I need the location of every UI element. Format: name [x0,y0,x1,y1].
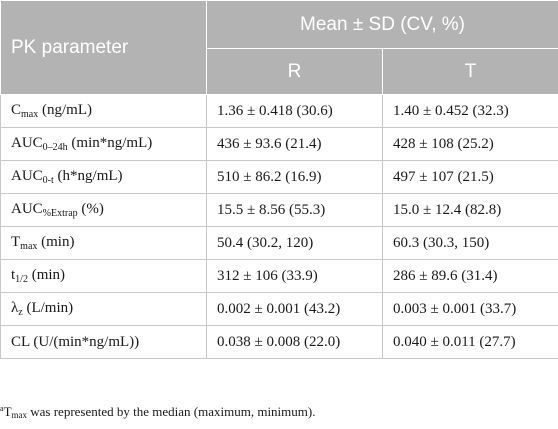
footnote-text: was represented by the median (maximum, … [27,404,316,419]
param-subscript: 1/2 [15,274,28,285]
header-mean-sd-cv: Mean ± SD (CV, %) [205,0,558,49]
param-unit: (ng/mL) [38,102,92,118]
r-value-cell: 0.038 ± 0.008 (22.0) [206,325,383,359]
table-row: CL (U/(min*ng/mL)) 0.038 ± 0.008 (22.0) 0.… [0,325,558,359]
param-name: T [11,234,21,250]
param-name: CL (U/(min*ng/mL)) [11,333,140,350]
param-name: λ [11,300,19,316]
param-cell: t1/2 (min) [0,259,207,293]
param-cell: AUC0–24h (min*ng/mL) [0,127,207,161]
r-value-cell: 15.5 ± 8.56 (55.3) [206,193,383,227]
footnote-sub: max [11,410,28,420]
r-value-cell: 1.36 ± 0.418 (30.6) [206,94,383,128]
table-row: t1/2 (min) 312 ± 106 (33.9) 286 ± 89.6 (31… [0,259,558,293]
r-value-cell: 436 ± 93.6 (21.4) [206,127,383,161]
r-value-cell: 0.002 ± 0.001 (43.2) [206,292,383,326]
table-row: AUC0–24h (min*ng/mL) 436 ± 93.6 (21.4) 428… [0,127,558,161]
param-subscript: max [21,109,39,120]
table-row: Cmax (ng/mL) 1.36 ± 0.418 (30.6) 1.40 ± 0.… [0,94,558,128]
t-value-cell: 286 ± 89.6 (31.4) [381,259,558,293]
r-value-cell: 50.4 (30.2, 120) [206,226,383,260]
header-pk-parameter: PK parameter [0,0,207,95]
param-name: AUC [11,135,43,151]
param-unit: (L/min) [22,300,74,316]
param-name: AUC [11,168,43,184]
param-cell: AUC0-t (h*ng/mL) [0,160,207,194]
param-subscript: %Extrap [42,208,78,219]
r-value-cell: 510 ± 86.2 (16.9) [206,160,383,194]
param-name: C [11,102,22,118]
r-value-cell: 312 ± 106 (33.9) [206,259,383,293]
param-name: AUC [11,201,43,217]
t-value-cell: 0.003 ± 0.001 (33.7) [381,292,558,326]
param-name: t [11,267,16,283]
param-cell: AUC%Extrap (%) [0,193,207,227]
param-subscript: max [20,241,38,252]
table-footnote: aTmax was represented by the median (max… [0,404,558,420]
t-value-cell: 428 ± 108 (25.2) [381,127,558,161]
param-cell: λz (L/min) [0,292,207,326]
t-value-cell: 497 ± 107 (21.5) [381,160,558,194]
table-row: Tmax (min) 50.4 (30.2, 120) 60.3 (30.3, 15… [0,226,558,260]
table-row: AUC%Extrap (%) 15.5 ± 8.56 (55.3) 15.0 ± 1… [0,193,558,227]
param-subscript: z [18,307,23,318]
param-unit: (h*ng/mL) [53,168,123,184]
pk-parameter-table: PK parameter Mean ± SD (CV, %) R T Cmax … [0,0,558,359]
param-cell: Tmax (min) [0,226,207,260]
param-unit: (min) [27,267,66,283]
param-unit: (%) [77,201,104,217]
t-value-cell: 60.3 (30.3, 150) [381,226,558,260]
header-t: T [381,48,558,95]
footnote-mark: a [0,404,4,413]
footnote-base: T [3,404,12,419]
param-unit: (min*ng/mL) [67,135,153,151]
header-r: R [206,48,383,95]
param-unit: (min) [37,234,75,250]
t-value-cell: 1.40 ± 0.452 (32.3) [381,94,558,128]
table-row: λz (L/min) 0.002 ± 0.001 (43.2) 0.003 ± 0.… [0,292,558,326]
param-cell: Cmax (ng/mL) [0,94,207,128]
t-value-cell: 0.040 ± 0.011 (27.7) [381,325,558,359]
t-value-cell: 15.0 ± 12.4 (82.8) [381,193,558,227]
param-subscript: 0-t [42,175,54,186]
param-subscript: 0–24h [42,142,68,153]
table-row: AUC0-t (h*ng/mL) 510 ± 86.2 (16.9) 497 ± 1… [0,160,558,194]
param-cell: CL (U/(min*ng/mL)) [0,325,207,359]
